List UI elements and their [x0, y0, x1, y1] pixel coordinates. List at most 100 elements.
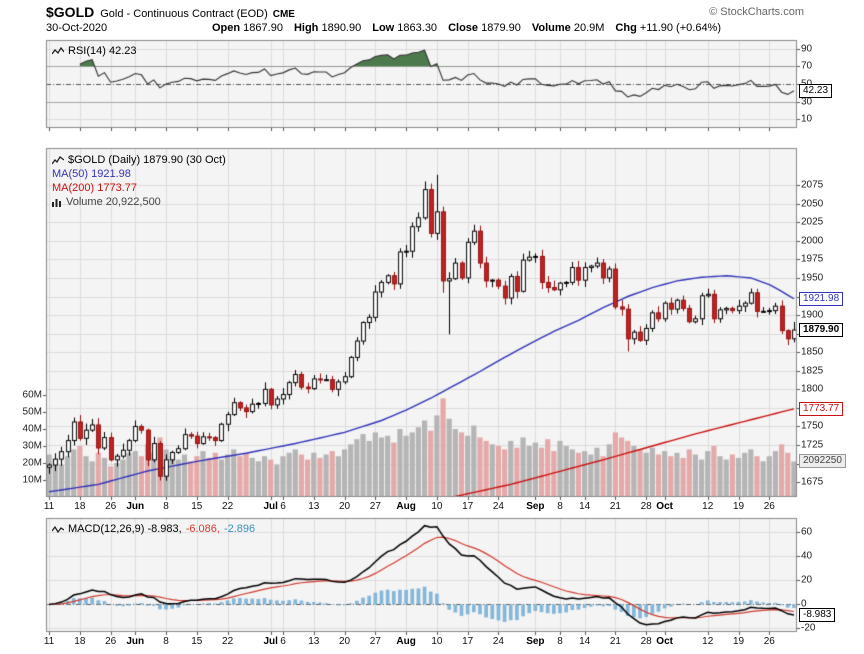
date-axis-label: 22: [222, 501, 234, 512]
date-axis-label: 28: [640, 636, 652, 647]
macd-axis-label: -20: [801, 622, 816, 634]
date-axis-label: 20: [338, 636, 351, 647]
date-axis-label: 28: [640, 501, 652, 512]
date-axis-label: 12: [702, 501, 714, 512]
macd-axis-label: 0: [801, 598, 807, 610]
macd-legend-icon: [51, 525, 65, 534]
quote-item: High 1890.90: [293, 22, 362, 34]
date-axis-label: Sep: [526, 501, 545, 512]
exchange-label: CME: [272, 9, 295, 20]
rsi-axis-label: 10: [801, 113, 813, 125]
rsi-axis-label: 30: [801, 96, 813, 108]
date-axis-label: 15: [191, 636, 203, 647]
macd-flag: -8.983: [799, 608, 836, 623]
ma50-flag: 1921.98: [799, 291, 844, 306]
date-axis-label: 8: [163, 501, 169, 512]
date-axis-label: Oct: [656, 636, 673, 647]
volume-axis-label: 20M: [22, 457, 42, 469]
rsi-axis-label: 70: [801, 60, 813, 72]
rsi-legend-label: RSI(14) 42.23: [68, 45, 137, 57]
price-axis-label: 1900: [801, 309, 824, 321]
date-axis-label: Jun: [126, 501, 145, 512]
date-axis-label: Aug: [396, 501, 416, 512]
price-axis-label: 1950: [801, 272, 824, 284]
date-axis-label: 19: [732, 636, 745, 647]
rsi-axis-label: 90: [801, 43, 813, 55]
date-axis-label: Jul: [263, 501, 278, 512]
date-axis-label: 24: [492, 636, 504, 647]
volume-axis-label: 50M: [22, 406, 42, 418]
date-axis-label: 10: [431, 636, 443, 647]
date-axis-label: 22: [222, 636, 234, 647]
date-axis-label: 27: [369, 501, 381, 512]
date-axis-label: 26: [763, 501, 775, 512]
ma200-flag: 1773.77: [799, 401, 844, 416]
macd-axis-label: 40: [801, 550, 813, 562]
price-axis-label: 1675: [801, 476, 824, 488]
quote-item: Low 1863.30: [372, 22, 438, 34]
price-axis-label: 2050: [801, 198, 824, 210]
date-axis-label: 26: [105, 636, 117, 647]
date-axis-label: 12: [702, 636, 714, 647]
price-legend-icon: [51, 155, 65, 165]
macd-hist-value: -2.896: [223, 523, 256, 535]
date-axis-label: Oct: [656, 501, 673, 512]
ma200-legend-label: MA(200) 1773.77: [52, 182, 137, 194]
price-axis-label: 2075: [801, 179, 824, 191]
macd-legend-label: MACD(12,26,9) -8.983,: [68, 523, 182, 535]
price-axis-label: 2000: [801, 235, 824, 247]
date-axis-label: 14: [579, 501, 591, 512]
price-legend-title: $GOLD (Daily) 1879.90 (30 Oct): [68, 154, 226, 166]
price-axis-label: 1975: [801, 253, 824, 265]
date-axis-label: 8: [557, 501, 563, 512]
date-axis-label: 13: [308, 636, 320, 647]
volume-legend-icon: [52, 198, 62, 207]
price-legend: $GOLD (Daily) 1879.90 (30 Oct) MA(50) 19…: [51, 153, 226, 209]
quote-date: 30-Oct-2020: [46, 22, 108, 34]
ticker-symbol: $GOLD: [46, 4, 95, 20]
volume-flag: 2092250: [799, 454, 846, 469]
stockcharts-credit-link[interactable]: © StockCharts.com: [709, 6, 804, 18]
price-axis-label: 2025: [801, 216, 824, 228]
date-axis-label: 11: [43, 501, 55, 512]
date-axis-label: 10: [431, 501, 443, 512]
volume-axis-label: 40M: [22, 423, 42, 435]
instrument-name: Gold - Continuous Contract (EOD): [100, 8, 268, 20]
date-axis-label: 8: [163, 636, 169, 647]
date-axis-label: 14: [579, 636, 591, 647]
close-flag: 1879.90: [799, 322, 844, 337]
date-axis-label: 17: [462, 636, 474, 647]
date-axis-label: 11: [43, 636, 55, 647]
price-axis-label: 1750: [801, 420, 824, 432]
price-axis-label: 1825: [801, 365, 824, 377]
volume-axis-label: 10M: [22, 474, 42, 486]
volume-axis-label: 30M: [22, 440, 42, 452]
macd-axis-label: 20: [801, 574, 813, 586]
date-axis-label: 8: [557, 636, 563, 647]
date-axis-label: 18: [74, 501, 86, 512]
date-axis-label: 19: [732, 501, 745, 512]
volume-legend-label: Volume 20,922,500: [66, 196, 161, 208]
date-axis-label: 17: [462, 501, 474, 512]
volume-axis-label: 60M: [22, 389, 42, 401]
ma50-legend-label: MA(50) 1921.98: [52, 168, 131, 180]
quote-item: Chg +11.90 (+0.64%): [615, 22, 721, 34]
quote-item: Open 1867.90: [212, 22, 283, 34]
price-axis-label: 1850: [801, 346, 824, 358]
rsi-legend: RSI(14) 42.23: [51, 44, 137, 58]
price-axis-label: 1800: [801, 383, 824, 395]
macd-signal-value: -6.086,: [185, 523, 220, 535]
date-axis-label: 6: [280, 636, 286, 647]
macd-legend: MACD(12,26,9) -8.983, -6.086, -2.896: [51, 522, 256, 536]
date-axis-label: Jul: [263, 636, 278, 647]
date-axis-label: 26: [105, 501, 117, 512]
date-axis-label: Jun: [126, 636, 145, 647]
date-axis-label: 6: [280, 501, 286, 512]
date-axis-label: Sep: [526, 636, 545, 647]
date-axis-label: 15: [191, 501, 203, 512]
date-axis-label: 27: [369, 636, 381, 647]
rsi-legend-icon: [51, 46, 65, 56]
date-axis-label: 20: [338, 501, 351, 512]
